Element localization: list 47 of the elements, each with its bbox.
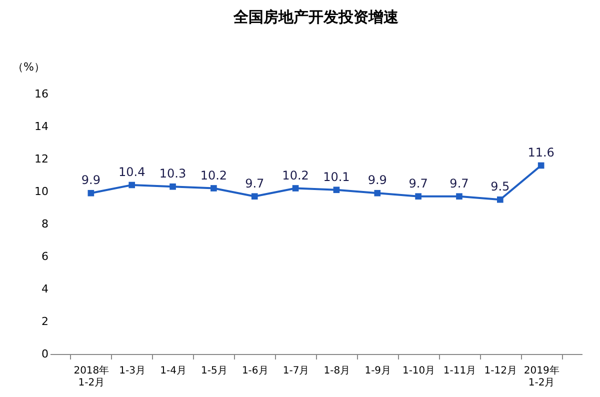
y-tick-label: 6	[42, 250, 48, 263]
x-tick-label: 1-7月	[282, 366, 310, 376]
data-label: 10.2	[282, 168, 309, 182]
y-tick-label: 12	[34, 152, 48, 166]
y-tick-label: 8	[42, 218, 48, 230]
x-tick-label: 1-9月	[364, 366, 392, 376]
point	[210, 185, 217, 192]
data-label: 9.7	[450, 176, 469, 190]
x-tick-label: 1-12月	[484, 366, 518, 376]
point	[496, 196, 504, 203]
y-tick-label: 0	[42, 348, 48, 360]
x-tick-label: 1-5月	[201, 366, 228, 376]
point	[415, 193, 422, 200]
data-label: 9.7	[408, 176, 428, 190]
point	[88, 190, 94, 196]
x-tick-label: 1-6月	[242, 366, 268, 376]
point	[538, 162, 544, 169]
x-tick-label: 2018年 1-2月	[74, 364, 110, 388]
point	[251, 193, 258, 200]
chart-title: 全国房地产开发投资增速	[232, 8, 400, 26]
data-label: 10.3	[159, 166, 186, 181]
data-label: 9.5	[490, 180, 510, 194]
data-label: 9.9	[81, 173, 100, 188]
data-label: 11.6	[528, 146, 554, 160]
point	[374, 190, 381, 196]
y-tick-label: 2	[42, 315, 48, 328]
x-tick-label: 1-3月	[119, 366, 146, 376]
point	[456, 193, 462, 200]
y-tick-label: 10	[34, 185, 48, 198]
data-label: 10.2	[200, 168, 228, 182]
y-tick-label: 14	[34, 120, 48, 133]
point	[292, 185, 299, 192]
x-tick-label: 1-8月	[324, 366, 350, 376]
point	[333, 186, 340, 194]
data-label: 9.7	[245, 176, 264, 190]
data-label: 10.4	[118, 165, 146, 179]
x-tick-label: 2019年 1-2月	[524, 364, 560, 388]
data-label: 9.9	[368, 173, 387, 188]
point	[128, 182, 136, 188]
data-label: 10.1	[323, 170, 350, 184]
y-tick-label: 4	[42, 282, 48, 296]
y-axis-title: （%）	[12, 60, 45, 74]
x-tick-label: 1-10月	[402, 366, 436, 376]
x-tick-label: 1-11月	[443, 366, 476, 376]
y-tick-label: 16	[34, 88, 48, 100]
x-tick-label: 1-4月	[160, 366, 186, 376]
point	[170, 183, 176, 190]
